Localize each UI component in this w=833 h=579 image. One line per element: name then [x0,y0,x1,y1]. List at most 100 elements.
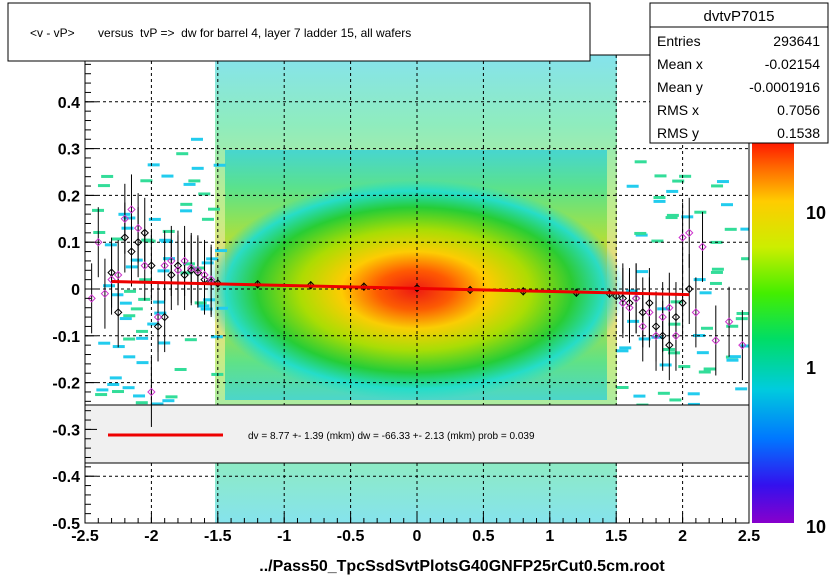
profile-magenta-point [651,331,661,341]
heatmap-cell [696,351,709,355]
profile-magenta-point [193,266,203,275]
heatmap-cell [616,385,629,389]
heatmap-cell [653,199,666,203]
heatmap-cell [182,262,195,266]
profile-magenta-point [100,289,110,298]
profile-magenta-point [187,263,196,273]
stats-box [649,2,829,144]
heatmap-cell [174,367,187,371]
heatmap-cell [112,345,125,349]
heatmap-cell [709,281,722,285]
title-box [7,2,591,62]
color-palette [752,140,794,523]
heatmap-cell [147,163,160,167]
palette-label: 10 [806,517,826,537]
heatmap-cell [626,184,639,188]
heatmap-cell [670,300,683,304]
heatmap-cell [201,261,214,265]
heatmap-cell [119,317,132,321]
heatmap-cell [735,387,748,391]
heatmap-cell [111,237,124,241]
profile-magenta-point [671,331,681,341]
heatmap-cell [679,174,692,178]
heatmap-cell [741,257,749,261]
heatmap-cell [103,284,116,288]
profile-magenta-point [147,387,156,397]
heatmap-cell [93,230,106,234]
heatmap-cell [96,388,109,392]
profile-magenta-point [698,242,707,252]
profile-magenta-point [724,317,734,326]
heatmap-cell [95,393,108,397]
heatmap-cell [130,258,143,262]
profile-magenta-point [173,266,183,275]
profile-magenta-point [678,233,687,242]
profile-magenta-point [658,312,667,322]
profile-black-point [160,312,169,322]
heatmap-cell [678,365,691,369]
profile-magenta-point [133,223,143,233]
heatmap-cell [180,202,193,206]
fit-legend-text: dv = 8.77 +- 1.39 (mkm) dw = -66.33 +- 2… [248,431,535,442]
heatmap-cell [162,257,175,261]
heatmap-cell [135,401,148,405]
heatmap-cell [735,317,748,321]
heatmap-cell [159,238,172,242]
heatmap-cell [698,370,711,374]
heatmap-cell [133,394,146,398]
x-axis: -2.5 -2 -1.5 -1 -0.5 0 0.5 1 1.5 2 2.5 [71,513,760,545]
heatmap-cell [208,207,221,211]
profile-black-point [306,281,315,290]
heatmap-cell [130,307,143,311]
profile-magenta-point [180,256,189,266]
profile-markers [87,174,747,427]
profile-magenta-point [127,205,136,214]
x-tick-label: -1.5 [204,528,232,545]
palette-label: 1 [806,358,816,378]
profile-black-point [147,261,156,270]
profile-magenta-point [638,322,647,331]
fit-line [111,280,690,297]
heatmap-cell [666,189,679,193]
y-tick-label: 0.3 [58,142,80,159]
heatmap-cell [190,137,203,141]
heatmap-cell [693,278,706,282]
heatmap-cell [687,392,700,396]
heatmap-cell [653,196,666,200]
heatmap-cell [687,402,700,406]
palette-label: 10 [806,203,826,223]
profile-magenta-point [625,303,634,312]
y-tick-label: -0.5 [52,516,80,533]
x-tick-label: -2 [144,528,158,545]
profile-magenta-point [618,298,628,308]
heatmap-cell [659,363,672,367]
x-axis-label: ../Pass50_TpcSsdSvtPlotsG40GNFP25rCut0.5… [259,558,665,575]
heatmap-cell [165,395,178,399]
heatmap-cell [112,390,125,394]
stats-label: RMS x [657,102,699,118]
profile-magenta-point [711,336,721,345]
heatmap-cell [627,319,640,323]
heatmap-cell [136,329,149,333]
stats-label: Entries [657,33,701,49]
heatmap-cell [672,179,685,183]
x-tick-label: 2 [678,528,687,545]
stats-value: -0.0001916 [749,79,820,95]
heatmap-cell [654,174,667,178]
profile-black-point [685,284,694,294]
y-tick-label: -0.4 [52,469,80,486]
heatmap-cell [111,293,124,297]
stats-value: 0.1538 [777,125,820,141]
heatmap-cell [176,152,189,156]
palette-labels: 1 10 10 [806,203,826,537]
stats-name: dvtvP7015 [704,8,775,25]
heatmap-cell [694,210,707,214]
heatmap-cell [700,326,713,330]
heatmap-cell [668,322,681,326]
heatmap-cell [180,209,193,213]
heatmap-cell [657,307,670,311]
profile-black-point [253,280,262,289]
x-tick-label: -1 [277,528,291,545]
heatmap-cell [157,269,170,273]
